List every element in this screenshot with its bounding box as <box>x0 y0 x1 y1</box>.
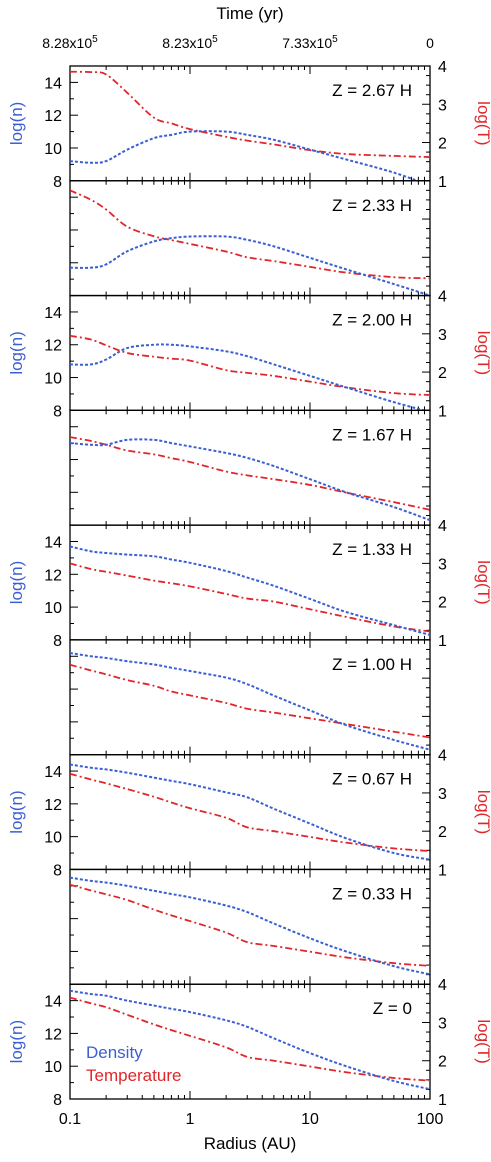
bottom-axis-title: Radius (AU) <box>204 1134 297 1153</box>
y-right-tick-label: 4 <box>438 977 447 994</box>
legend-density: Density <box>86 1043 143 1062</box>
y-left-tick-label: 10 <box>44 830 62 847</box>
density-line <box>70 989 430 1091</box>
temperature-line <box>70 334 430 396</box>
y-left-axis-title: log(n) <box>7 331 26 374</box>
y-right-axis-title: log(T) <box>474 790 491 834</box>
density-line <box>70 235 430 296</box>
y-left-tick-label: 14 <box>44 994 62 1011</box>
y-left-tick-label: 10 <box>44 1059 62 1076</box>
y-right-tick-label: 1 <box>438 1092 447 1109</box>
top-tick-label: 7.33x105 <box>282 34 338 51</box>
y-left-tick-label: 12 <box>44 567 62 584</box>
y-right-tick-label: 4 <box>438 289 447 306</box>
y-right-tick-label: 4 <box>438 748 447 765</box>
top-axis-title: Time (yr) <box>216 4 283 23</box>
legend-temperature: Temperature <box>86 1066 181 1085</box>
y-right-tick-label: 3 <box>438 97 447 114</box>
panel-label: Z = 0.67 H <box>332 770 412 789</box>
y-left-axis-title: log(n) <box>7 790 26 833</box>
y-right-tick-label: 1 <box>438 174 447 191</box>
top-tick-labels: 8.28x105 8.23x105 7.33x105 0 <box>42 34 434 51</box>
y-left-tick-label: 14 <box>44 305 62 322</box>
temperature-line <box>70 663 430 739</box>
panel: Z = 1.00 H <box>69 639 431 756</box>
bottom-tick-labels: 0.1 1 10 100 <box>59 1111 444 1128</box>
y-right-tick-label: 2 <box>438 595 447 612</box>
y-right-axis-title: log(T) <box>474 101 491 145</box>
panel: Z = 1.67 H <box>69 409 431 526</box>
y-left-tick-label: 8 <box>53 1092 62 1109</box>
y-left-axis-title: log(n) <box>7 1020 26 1063</box>
density-line <box>70 438 430 522</box>
temperature-line <box>70 436 430 511</box>
bottom-tick-label: 100 <box>417 1111 444 1128</box>
panel: Z = 0.33 H <box>69 868 431 985</box>
panel-label: Z = 1.00 H <box>332 655 412 674</box>
y-right-tick-label: 3 <box>438 1015 447 1032</box>
y-left-tick-label: 14 <box>44 75 62 92</box>
y-left-axis-title: log(n) <box>7 102 26 145</box>
y-left-tick-label: 12 <box>44 338 62 355</box>
y-right-tick-label: 4 <box>438 59 447 76</box>
panel-label: Z = 0 <box>373 999 412 1018</box>
y-right-axis-title: log(T) <box>474 331 491 375</box>
panel-label: Z = 2.00 H <box>332 311 412 330</box>
legend: Density Temperature <box>86 1043 181 1085</box>
temperature-line <box>70 189 430 280</box>
bottom-tick-label: 0.1 <box>59 1111 81 1128</box>
y-left-tick-label: 12 <box>44 108 62 125</box>
y-left-tick-label: 8 <box>53 862 62 879</box>
panel-label: Z = 1.67 H <box>332 425 412 444</box>
density-line <box>70 545 430 636</box>
y-right-axis-title: log(T) <box>474 1019 491 1063</box>
panel-label: Z = 2.67 H <box>332 81 412 100</box>
density-line <box>70 130 420 181</box>
y-right-axis-title: log(T) <box>474 560 491 604</box>
y-right-tick-label: 2 <box>438 136 447 153</box>
y-left-tick-label: 8 <box>53 403 62 420</box>
y-left-tick-label: 14 <box>44 764 62 781</box>
y-left-tick-label: 12 <box>44 797 62 814</box>
y-left-tick-label: 10 <box>44 371 62 388</box>
y-right-tick-label: 2 <box>438 824 447 841</box>
panel: Z = 2.33 H <box>69 180 431 297</box>
top-tick-label: 8.28x105 <box>42 34 98 51</box>
y-left-tick-label: 8 <box>53 633 62 650</box>
y-right-tick-label: 3 <box>438 786 447 803</box>
bottom-tick-label: 1 <box>186 1111 195 1128</box>
panel-label: Z = 0.33 H <box>332 884 412 903</box>
bottom-tick-label: 10 <box>301 1111 319 1128</box>
panel-label: Z = 1.33 H <box>332 540 412 559</box>
top-tick-label: 0 <box>426 35 434 51</box>
y-left-tick-label: 12 <box>44 1026 62 1043</box>
y-left-axis-title: log(n) <box>7 561 26 604</box>
y-left-tick-label: 8 <box>53 174 62 191</box>
y-left-tick-label: 10 <box>44 600 62 617</box>
y-right-tick-label: 3 <box>438 327 447 344</box>
y-right-tick-label: 4 <box>438 518 447 535</box>
top-tick-label: 8.23x105 <box>162 34 218 51</box>
y-right-tick-label: 1 <box>438 633 447 650</box>
y-left-tick-label: 10 <box>44 141 62 158</box>
y-right-tick-label: 1 <box>438 403 447 420</box>
temperature-line <box>70 562 430 633</box>
y-right-tick-label: 3 <box>438 556 447 573</box>
y-right-tick-label: 2 <box>438 365 447 382</box>
panel-label: Z = 2.33 H <box>332 196 412 215</box>
y-right-tick-label: 1 <box>438 862 447 879</box>
density-line <box>70 343 428 411</box>
y-right-tick-label: 2 <box>438 1054 447 1071</box>
y-left-tick-label: 14 <box>44 535 62 552</box>
